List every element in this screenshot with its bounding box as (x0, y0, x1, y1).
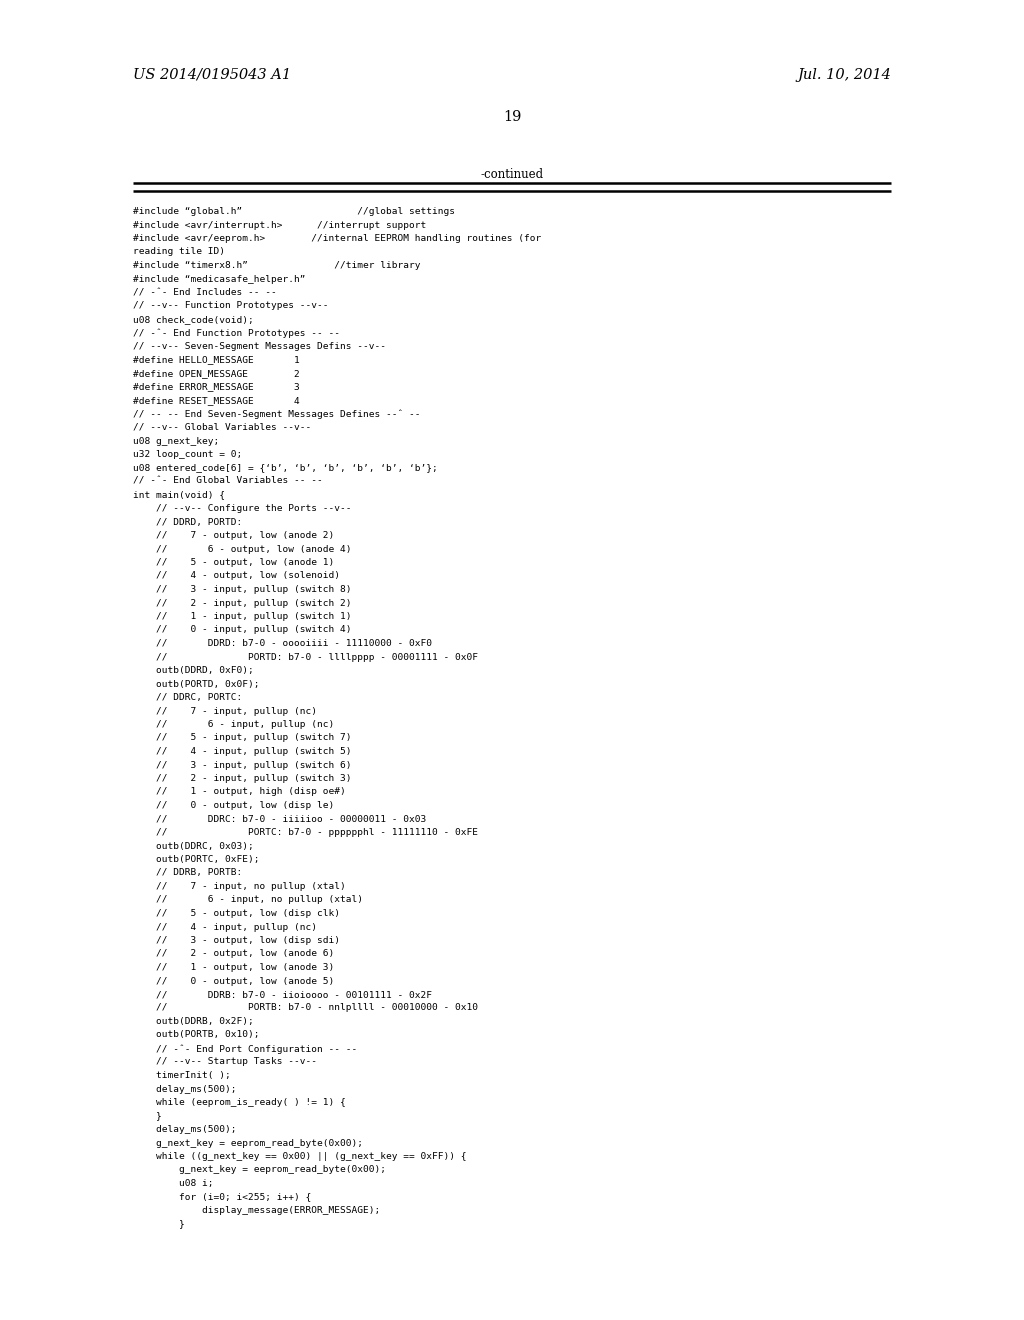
Text: // -ˆ- End Function Prototypes -- --: // -ˆ- End Function Prototypes -- -- (133, 329, 340, 338)
Text: //    1 - output, low (anode 3): // 1 - output, low (anode 3) (133, 964, 334, 972)
Text: // --v-- Configure the Ports --v--: // --v-- Configure the Ports --v-- (133, 504, 351, 513)
Text: // --v-- Startup Tasks --v--: // --v-- Startup Tasks --v-- (133, 1057, 317, 1067)
Text: //    0 - output, low (disp le): // 0 - output, low (disp le) (133, 801, 334, 810)
Text: g_next_key = eeprom_read_byte(0x00);: g_next_key = eeprom_read_byte(0x00); (133, 1166, 386, 1175)
Text: //    7 - input, no pullup (xtal): // 7 - input, no pullup (xtal) (133, 882, 346, 891)
Text: u32 loop_count = 0;: u32 loop_count = 0; (133, 450, 243, 459)
Text: u08 check_code(void);: u08 check_code(void); (133, 315, 254, 323)
Text: //              PORTB: b7-0 - nnlpllll - 00010000 - 0x10: // PORTB: b7-0 - nnlpllll - 00010000 - 0… (133, 1003, 478, 1012)
Text: //    0 - output, low (anode 5): // 0 - output, low (anode 5) (133, 977, 334, 986)
Text: outb(DDRC, 0x03);: outb(DDRC, 0x03); (133, 842, 254, 850)
Text: g_next_key = eeprom_read_byte(0x00);: g_next_key = eeprom_read_byte(0x00); (133, 1138, 362, 1147)
Text: //    7 - output, low (anode 2): // 7 - output, low (anode 2) (133, 531, 334, 540)
Text: // --v-- Global Variables --v--: // --v-- Global Variables --v-- (133, 422, 311, 432)
Text: u08 g_next_key;: u08 g_next_key; (133, 437, 219, 446)
Text: reading tile ID): reading tile ID) (133, 248, 225, 256)
Text: while (eeprom_is_ready( ) != 1) {: while (eeprom_is_ready( ) != 1) { (133, 1098, 346, 1107)
Text: u08 entered_code[6] = {‘b’, ‘b’, ‘b’, ‘b’, ‘b’, ‘b’};: u08 entered_code[6] = {‘b’, ‘b’, ‘b’, ‘b… (133, 463, 437, 473)
Text: outb(PORTC, 0xFE);: outb(PORTC, 0xFE); (133, 855, 259, 865)
Text: outb(DDRB, 0x2F);: outb(DDRB, 0x2F); (133, 1016, 254, 1026)
Text: //       DDRC: b7-0 - iiiiioo - 00000011 - 0x03: // DDRC: b7-0 - iiiiioo - 00000011 - 0x0… (133, 814, 426, 824)
Text: }: } (133, 1111, 162, 1121)
Text: #define HELLO_MESSAGE       1: #define HELLO_MESSAGE 1 (133, 355, 300, 364)
Text: }: } (133, 1220, 184, 1229)
Text: // --v-- Seven-Segment Messages Defins --v--: // --v-- Seven-Segment Messages Defins -… (133, 342, 386, 351)
Text: outb(DDRD, 0xF0);: outb(DDRD, 0xF0); (133, 667, 254, 675)
Text: //    1 - input, pullup (switch 1): // 1 - input, pullup (switch 1) (133, 612, 351, 620)
Text: #define OPEN_MESSAGE        2: #define OPEN_MESSAGE 2 (133, 370, 300, 378)
Text: //    0 - input, pullup (switch 4): // 0 - input, pullup (switch 4) (133, 626, 351, 635)
Text: //    5 - output, low (disp clk): // 5 - output, low (disp clk) (133, 909, 340, 917)
Text: #define RESET_MESSAGE       4: #define RESET_MESSAGE 4 (133, 396, 300, 405)
Text: //    4 - input, pullup (switch 5): // 4 - input, pullup (switch 5) (133, 747, 351, 756)
Text: int main(void) {: int main(void) { (133, 491, 225, 499)
Text: while ((g_next_key == 0x00) || (g_next_key == 0xFF)) {: while ((g_next_key == 0x00) || (g_next_k… (133, 1152, 467, 1162)
Text: delay_ms(500);: delay_ms(500); (133, 1085, 237, 1093)
Text: // DDRC, PORTC:: // DDRC, PORTC: (133, 693, 243, 702)
Text: //              PORTC: b7-0 - pppppphl - 11111110 - 0xFE: // PORTC: b7-0 - pppppphl - 11111110 - 0… (133, 828, 478, 837)
Text: #include “global.h”                    //global settings: #include “global.h” //global settings (133, 207, 455, 216)
Text: outb(PORTD, 0x0F);: outb(PORTD, 0x0F); (133, 680, 259, 689)
Text: //    7 - input, pullup (nc): // 7 - input, pullup (nc) (133, 706, 317, 715)
Text: //    3 - input, pullup (switch 8): // 3 - input, pullup (switch 8) (133, 585, 351, 594)
Text: //    4 - input, pullup (nc): // 4 - input, pullup (nc) (133, 923, 317, 932)
Text: //    5 - output, low (anode 1): // 5 - output, low (anode 1) (133, 558, 334, 568)
Text: Jul. 10, 2014: Jul. 10, 2014 (797, 69, 891, 82)
Text: #include “timerx8.h”               //timer library: #include “timerx8.h” //timer library (133, 261, 421, 271)
Text: //    3 - output, low (disp sdi): // 3 - output, low (disp sdi) (133, 936, 340, 945)
Text: #include <avr/interrupt.h>      //interrupt support: #include <avr/interrupt.h> //interrupt s… (133, 220, 426, 230)
Text: US 2014/0195043 A1: US 2014/0195043 A1 (133, 69, 291, 82)
Text: display_message(ERROR_MESSAGE);: display_message(ERROR_MESSAGE); (133, 1206, 380, 1214)
Text: //    2 - input, pullup (switch 2): // 2 - input, pullup (switch 2) (133, 598, 351, 607)
Text: //    4 - output, low (solenoid): // 4 - output, low (solenoid) (133, 572, 340, 581)
Text: // -ˆ- End Global Variables -- --: // -ˆ- End Global Variables -- -- (133, 477, 323, 486)
Text: 19: 19 (503, 110, 521, 124)
Text: // DDRD, PORTD:: // DDRD, PORTD: (133, 517, 243, 527)
Text: // -ˆ- End Port Configuration -- --: // -ˆ- End Port Configuration -- -- (133, 1044, 357, 1053)
Text: outb(PORTB, 0x10);: outb(PORTB, 0x10); (133, 1031, 259, 1040)
Text: delay_ms(500);: delay_ms(500); (133, 1125, 237, 1134)
Text: // --v-- Function Prototypes --v--: // --v-- Function Prototypes --v-- (133, 301, 329, 310)
Text: //              PORTD: b7-0 - llllpppp - 00001111 - 0x0F: // PORTD: b7-0 - llllpppp - 00001111 - 0… (133, 652, 478, 661)
Text: // -ˆ- End Includes -- --: // -ˆ- End Includes -- -- (133, 288, 276, 297)
Text: //    2 - input, pullup (switch 3): // 2 - input, pullup (switch 3) (133, 774, 351, 783)
Text: //    3 - input, pullup (switch 6): // 3 - input, pullup (switch 6) (133, 760, 351, 770)
Text: //       DDRD: b7-0 - ooooiiii - 11110000 - 0xF0: // DDRD: b7-0 - ooooiiii - 11110000 - 0x… (133, 639, 432, 648)
Text: timerInit( );: timerInit( ); (133, 1071, 230, 1080)
Text: // -- -- End Seven-Segment Messages Defines --ˆ --: // -- -- End Seven-Segment Messages Defi… (133, 409, 421, 418)
Text: //    2 - output, low (anode 6): // 2 - output, low (anode 6) (133, 949, 334, 958)
Text: -continued: -continued (480, 168, 544, 181)
Text: //       DDRB: b7-0 - iioioooo - 00101111 - 0x2F: // DDRB: b7-0 - iioioooo - 00101111 - 0x… (133, 990, 432, 999)
Text: //       6 - input, pullup (nc): // 6 - input, pullup (nc) (133, 719, 334, 729)
Text: u08 i;: u08 i; (133, 1179, 213, 1188)
Text: for (i=0; i<255; i++) {: for (i=0; i<255; i++) { (133, 1192, 311, 1201)
Text: #include <avr/eeprom.h>        //internal EEPROM handling routines (for: #include <avr/eeprom.h> //internal EEPRO… (133, 234, 542, 243)
Text: #include “medicasafe_helper.h”: #include “medicasafe_helper.h” (133, 275, 305, 284)
Text: #define ERROR_MESSAGE       3: #define ERROR_MESSAGE 3 (133, 383, 300, 392)
Text: //       6 - input, no pullup (xtal): // 6 - input, no pullup (xtal) (133, 895, 362, 904)
Text: //    5 - input, pullup (switch 7): // 5 - input, pullup (switch 7) (133, 734, 351, 742)
Text: // DDRB, PORTB:: // DDRB, PORTB: (133, 869, 243, 878)
Text: //    1 - output, high (disp oe#): // 1 - output, high (disp oe#) (133, 788, 346, 796)
Text: //       6 - output, low (anode 4): // 6 - output, low (anode 4) (133, 544, 351, 553)
